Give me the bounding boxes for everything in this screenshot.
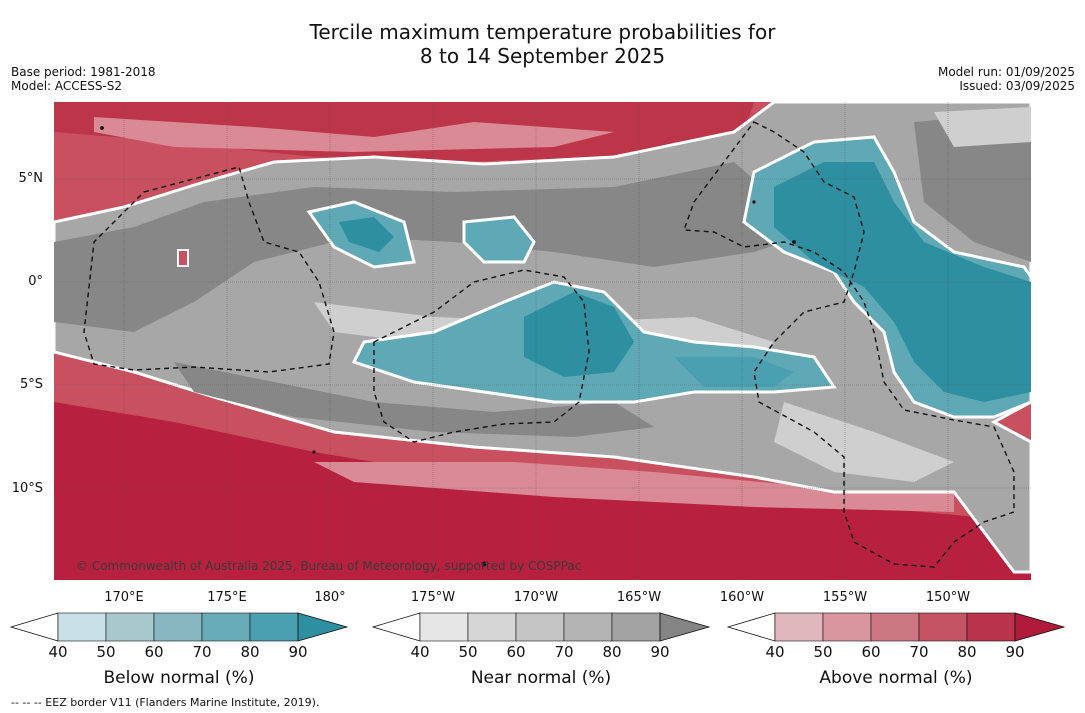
lon-label-150w: 150°W [925, 590, 971, 605]
base-period: Base period: 1981-2018 [11, 65, 156, 79]
title-line-1: Tercile maximum temperature probabilitie… [309, 20, 776, 44]
below-tick-70: 70 [192, 643, 212, 661]
below-normal-central-core-2 [674, 357, 794, 387]
near-normal-light-3 [934, 107, 1031, 147]
eez-kiribati-gilbert [83, 166, 335, 373]
colorbar-near-normal [371, 612, 712, 646]
below-tick-80: 80 [240, 643, 260, 661]
lat-label-5s: 5°S [19, 377, 43, 392]
near-normal-light-2 [774, 402, 954, 482]
lat-label-5n: 5°N [18, 171, 44, 186]
near-tick-60: 60 [506, 643, 526, 661]
lon-label-170e: 170°E [104, 590, 144, 605]
above-tick-40: 40 [765, 643, 785, 661]
above-tick-50: 50 [813, 643, 833, 661]
lon-label-165w: 165°W [616, 590, 662, 605]
map-title: Tercile maximum temperature probabilitie… [0, 20, 1085, 68]
below-tick-40: 40 [48, 643, 68, 661]
below-normal-label: Below normal (%) [103, 668, 255, 688]
near-tick-70: 70 [554, 643, 574, 661]
below-normal-central-core [524, 292, 634, 377]
above-tick-60: 60 [861, 643, 881, 661]
island-red-spot [177, 249, 189, 267]
colorbar-above-normal [726, 612, 1067, 646]
near-tick-40: 40 [410, 643, 430, 661]
lon-label-160w: 160°W [719, 590, 765, 605]
graticule [54, 102, 1031, 580]
title-line-2: 8 to 14 September 2025 [419, 44, 666, 68]
colorbar-below-normal [9, 612, 350, 646]
lon-label-170w: 170°W [513, 590, 559, 605]
above-tick-80: 80 [957, 643, 977, 661]
near-normal-dark-2 [914, 112, 1031, 262]
below-normal-north-2 [462, 215, 536, 264]
near-tick-50: 50 [458, 643, 478, 661]
near-normal-label: Near normal (%) [470, 668, 612, 688]
lon-label-180: 180° [314, 590, 346, 605]
below-tick-60: 60 [144, 643, 164, 661]
eez-kiribati-phoenix [373, 269, 590, 443]
issued-date: Issued: 03/09/2025 [959, 79, 1075, 93]
copyright-credit: © Commonwealth of Australia 2025, Bureau… [76, 559, 582, 573]
above-tick-90: 90 [1005, 643, 1025, 661]
lon-label-155w: 155°W [822, 590, 868, 605]
lat-label-0: 0° [28, 274, 43, 289]
lat-label-10s: 10°S [11, 481, 43, 496]
model-run: Model run: 01/09/2025 [937, 65, 1075, 79]
eez-borders [83, 121, 1015, 568]
lon-label-175e: 175°E [207, 590, 247, 605]
lon-label-175w: 175°W [410, 590, 456, 605]
near-normal-dark-3 [174, 362, 654, 437]
below-normal-north-1-core [339, 217, 394, 252]
near-tick-90: 90 [650, 643, 670, 661]
meta-right: Model run: 01/09/2025 Issued: 03/09/2025 [938, 65, 1075, 93]
near-tick-80: 80 [602, 643, 622, 661]
above-normal-light-south [314, 462, 954, 512]
eez-footnote: -- -- -- EEZ border V11 (Flanders Marine… [11, 696, 320, 709]
below-tick-50: 50 [96, 643, 116, 661]
map-canvas [54, 102, 1031, 580]
above-normal-label: Above normal (%) [819, 668, 973, 688]
above-tick-70: 70 [909, 643, 929, 661]
meta-left: Base period: 1981-2018 Model: ACCESS-S2 [11, 65, 156, 93]
near-normal-dark-1 [54, 162, 814, 332]
model-name: Model: ACCESS-S2 [11, 79, 123, 93]
probability-map [54, 102, 1031, 580]
above-normal-light-north [94, 117, 614, 152]
eez-kiribati-line [683, 121, 1015, 568]
below-tick-90: 90 [288, 643, 308, 661]
